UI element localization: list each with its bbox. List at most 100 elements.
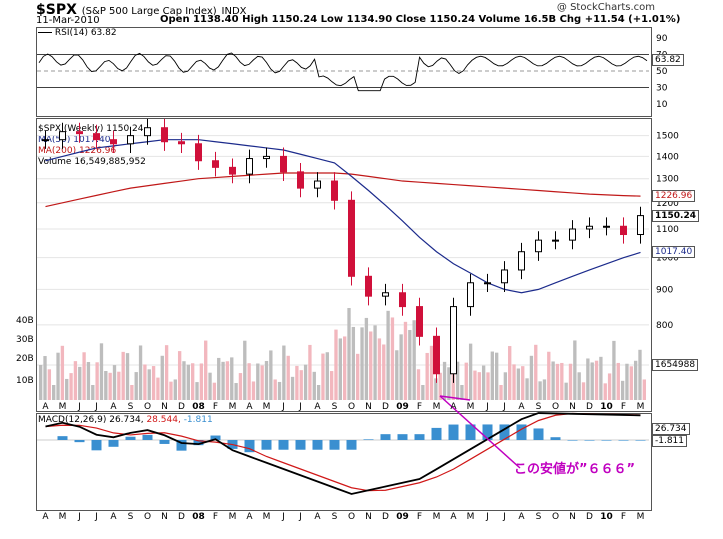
x-axis-label: S [331,402,338,412]
macd-histogram-bar [550,437,561,440]
macd-histogram-bar [516,424,527,440]
x-axis-label: F [212,512,219,522]
x-axis-label: J [95,512,98,522]
macd-histogram-bar [414,434,425,440]
ma200-value-tag: 1226.96 [652,190,696,203]
volume-bar [191,363,195,400]
volume-bar [39,365,43,400]
x-axis-label: N [569,402,576,412]
macd-histogram-bar [159,440,170,444]
annotation-text: この安値が”６６６” [514,462,636,477]
x-axis-label: M [636,512,645,522]
volume-bar [169,381,173,400]
volume-bar [633,360,638,400]
volume-bar [547,351,551,400]
macd-histogram-bar [380,434,391,440]
x-axis-label: 08 [192,512,205,522]
x-axis-label: 09 [396,402,409,412]
volume-bar [477,372,481,400]
ma200-legend: MA(200) 1226.96 [38,146,117,156]
x-axis-label: J [503,402,506,412]
volume-bar [473,370,477,400]
volume-bar [616,362,620,400]
rsi-legend: RSI(14) 63.82 [38,28,117,38]
volume-bar [573,340,577,400]
volume-bar [91,385,95,400]
volume-bar [147,369,151,400]
volume-bar [338,338,342,400]
macd-histogram-bar [176,440,187,451]
x-axis-label: M [466,512,475,522]
volume-bar [586,358,590,400]
macd-histogram-bar [142,434,153,440]
volume-bar [438,372,442,400]
macd-histogram-bar [295,440,306,450]
x-axis-label: M [262,402,271,412]
volume-bar [243,340,247,400]
volume-bar [390,317,395,400]
price-candle-body [110,139,117,145]
volume-bar [551,361,555,400]
volume-bar [603,383,607,400]
macd-histogram-bar [346,440,357,450]
volume-bar [99,343,104,400]
volume-bar [269,350,273,400]
volume-bar [73,361,78,400]
volume-bar [620,380,625,400]
volume-bar [542,379,547,400]
macd-histogram-bar [533,428,544,440]
volume-legend: Volume 16,549,885,952 [38,157,146,167]
volume-bar [343,336,347,400]
price-candle-body [212,160,219,168]
macd-panel [36,413,652,511]
volume-bar [177,351,182,400]
annotation-arrow [439,395,521,469]
price-candle-body [501,269,508,284]
volume-bar [442,361,447,400]
macd-histogram-bar [567,440,578,441]
x-axis-label: M [636,402,645,412]
rsi-line [38,52,648,92]
x-axis-label: F [416,402,423,412]
x-axis-label: A [110,512,117,522]
price-candle-body [569,228,576,241]
volume-bar [199,363,204,400]
price-candle-body [433,335,440,375]
price-tick-label: 900 [656,285,673,295]
macd-histogram-bar [193,440,204,446]
volume-bar [464,362,468,400]
volume-value-tag: 1654988 [652,359,699,371]
x-axis-label: O [551,402,560,412]
volume-bar [638,349,642,400]
x-axis-label: M [228,512,237,522]
volume-bar [234,383,238,400]
price-legend-title: $SPX (Weekly) 1150.24 [38,124,144,134]
macd-histogram-bar [244,440,255,453]
volume-bar [316,385,321,400]
x-axis-label: A [246,402,253,412]
volume-bar [373,325,377,400]
volume-bar [577,372,581,400]
volume-bar [525,378,529,400]
x-axis-label: D [586,402,593,412]
volume-bar [607,373,612,400]
x-axis-label: A [42,402,49,412]
volume-bar [182,361,186,400]
price-candle-body [331,180,338,201]
volume-bar [329,371,334,400]
rsi-tick-label: 10 [656,100,668,110]
x-axis-label: N [161,512,168,522]
x-axis-label: M [262,512,271,522]
price-candle-body [382,292,389,297]
x-axis-label: A [314,512,321,522]
x-axis-label: A [246,512,253,522]
x-axis-label: J [486,512,489,522]
x-axis-label: J [282,512,285,522]
price-candle-body [246,158,253,175]
rsi-value-tag: 63.82 [652,53,684,66]
volume-bar [421,385,425,400]
rsi-tick-label: 50 [656,67,668,77]
x-axis-label: N [365,402,372,412]
x-axis-label: A [42,512,49,522]
